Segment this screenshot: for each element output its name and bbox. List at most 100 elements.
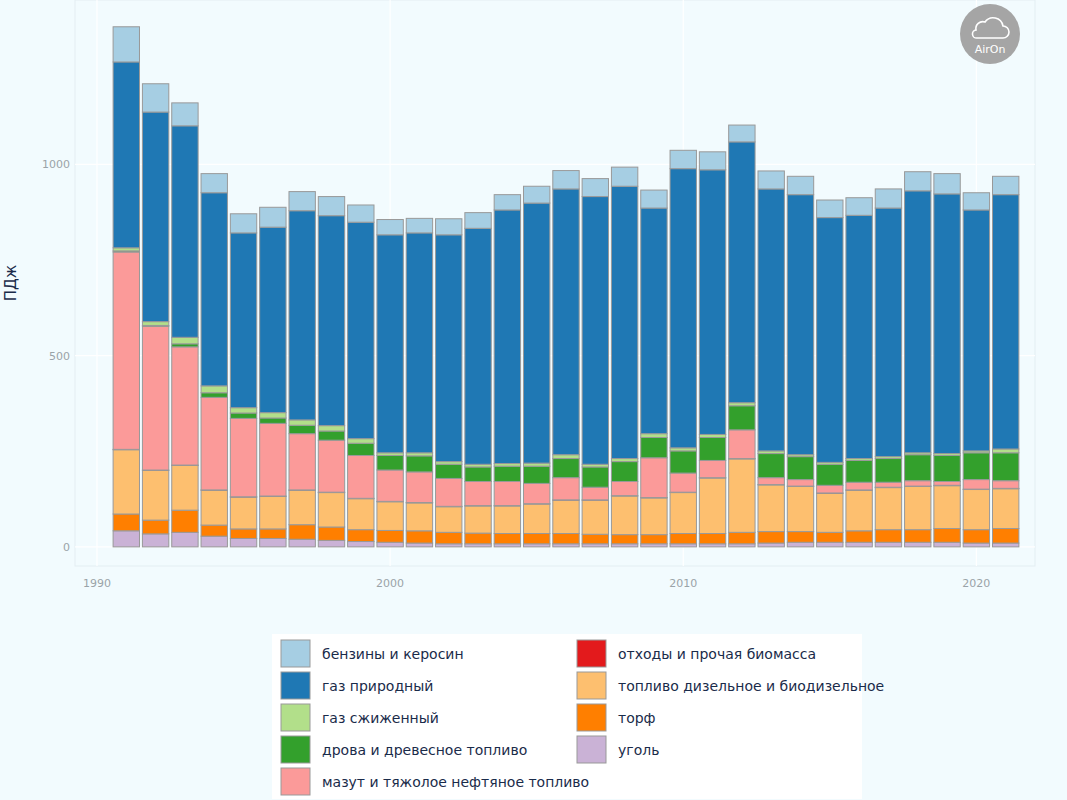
bar-segment bbox=[817, 493, 843, 532]
bar-segment bbox=[260, 529, 286, 539]
bar-segment bbox=[817, 464, 843, 485]
legend-key bbox=[281, 768, 310, 795]
bar-segment bbox=[260, 496, 286, 529]
plot-frame bbox=[75, 0, 1035, 566]
bar-segment bbox=[377, 470, 403, 501]
bar-segment bbox=[201, 393, 227, 398]
bar-segment bbox=[699, 438, 725, 461]
bar-segment bbox=[436, 507, 462, 533]
bar-segment bbox=[641, 208, 667, 434]
bar-segment bbox=[230, 497, 256, 529]
bar-segment bbox=[846, 198, 872, 216]
bar-segment bbox=[348, 222, 374, 438]
bar-segment bbox=[553, 478, 579, 500]
bar-segment bbox=[465, 228, 491, 464]
grid-line bbox=[75, 164, 1035, 165]
bar-segment bbox=[875, 482, 901, 487]
legend-key bbox=[577, 736, 606, 763]
bar-segment bbox=[992, 481, 1018, 489]
bar-segment bbox=[582, 197, 608, 465]
bar-segment bbox=[436, 464, 462, 478]
legend-label: бензины и керосин bbox=[322, 646, 464, 662]
bar-segment bbox=[113, 27, 139, 62]
bar-segment bbox=[553, 500, 579, 533]
bar-segment bbox=[142, 326, 168, 470]
bar-segment bbox=[318, 431, 344, 440]
legend-label: дрова и древесное топливо bbox=[322, 742, 527, 758]
bar-segment bbox=[348, 455, 374, 498]
bar-segment bbox=[905, 481, 931, 486]
bar-segment bbox=[230, 408, 256, 413]
bar-segment bbox=[905, 172, 931, 191]
bar-segment bbox=[787, 480, 813, 487]
bar-segment bbox=[611, 535, 637, 544]
bar-segment bbox=[582, 487, 608, 500]
bar-segment bbox=[348, 530, 374, 542]
bar-segment bbox=[787, 542, 813, 547]
legend-key bbox=[281, 640, 310, 667]
legend-label: газ природный bbox=[322, 678, 433, 694]
bar-segment bbox=[582, 179, 608, 197]
bar-segment bbox=[611, 481, 637, 495]
bar-segment bbox=[699, 460, 725, 477]
bar-segment bbox=[729, 532, 755, 543]
bar-segment bbox=[905, 455, 931, 481]
background bbox=[0, 0, 1067, 800]
bar-segment bbox=[377, 220, 403, 235]
bar-segment bbox=[729, 125, 755, 142]
chart: 050010001990200020102020ПДжAirOnбензины … bbox=[0, 0, 1067, 800]
bar-segment bbox=[905, 191, 931, 453]
x-tick-label: 2000 bbox=[376, 577, 404, 590]
bar-segment bbox=[963, 193, 989, 210]
bar-segment bbox=[875, 208, 901, 457]
logo-circle bbox=[960, 4, 1020, 64]
bar-segment bbox=[494, 210, 520, 464]
bar-segment bbox=[699, 152, 725, 170]
bar-segment bbox=[758, 189, 784, 451]
bar-segment bbox=[934, 481, 960, 485]
bar-segment bbox=[641, 498, 667, 535]
legend: бензины и керосингаз природныйгаз сжижен… bbox=[272, 634, 884, 799]
legend-key bbox=[577, 640, 606, 667]
bar-segment bbox=[406, 472, 432, 503]
bar-segment bbox=[641, 535, 667, 544]
bar-segment bbox=[318, 216, 344, 426]
bar-segment bbox=[377, 455, 403, 470]
bar-segment bbox=[465, 533, 491, 544]
y-tick-label: 0 bbox=[63, 541, 70, 554]
bar-segment bbox=[142, 520, 168, 534]
bar-segment bbox=[729, 459, 755, 532]
bar-segment bbox=[934, 174, 960, 194]
bar-segment bbox=[406, 456, 432, 472]
bar-segment bbox=[494, 195, 520, 210]
bar-segment bbox=[172, 126, 198, 337]
bar-segment bbox=[348, 439, 374, 444]
bar-segment bbox=[641, 458, 667, 498]
legend-box bbox=[272, 634, 862, 799]
bar-segment bbox=[230, 529, 256, 539]
bar-segment bbox=[875, 530, 901, 543]
bar-segment bbox=[465, 213, 491, 229]
bar-segment bbox=[348, 542, 374, 547]
legend-label: топливо дизельное и биодизельное bbox=[618, 678, 884, 694]
bar-segment bbox=[348, 205, 374, 222]
bar-segment bbox=[729, 406, 755, 430]
bar-segment bbox=[905, 530, 931, 543]
bar-segment bbox=[377, 502, 403, 531]
bar-segment bbox=[611, 496, 637, 535]
bar-segment bbox=[963, 453, 989, 480]
bar-segment bbox=[201, 490, 227, 525]
bar-segment bbox=[670, 473, 696, 492]
bar-segment bbox=[875, 459, 901, 483]
bar-segment bbox=[113, 531, 139, 547]
bar-segment bbox=[817, 532, 843, 542]
bar-segment bbox=[113, 514, 139, 531]
y-tick-label: 500 bbox=[49, 350, 70, 363]
bar-segment bbox=[846, 490, 872, 531]
bar-segment bbox=[289, 211, 315, 420]
bar-segment bbox=[172, 347, 198, 465]
bar-segment bbox=[436, 478, 462, 506]
bar-segment bbox=[289, 425, 315, 433]
bar-segment bbox=[758, 485, 784, 532]
bar-segment bbox=[729, 430, 755, 459]
